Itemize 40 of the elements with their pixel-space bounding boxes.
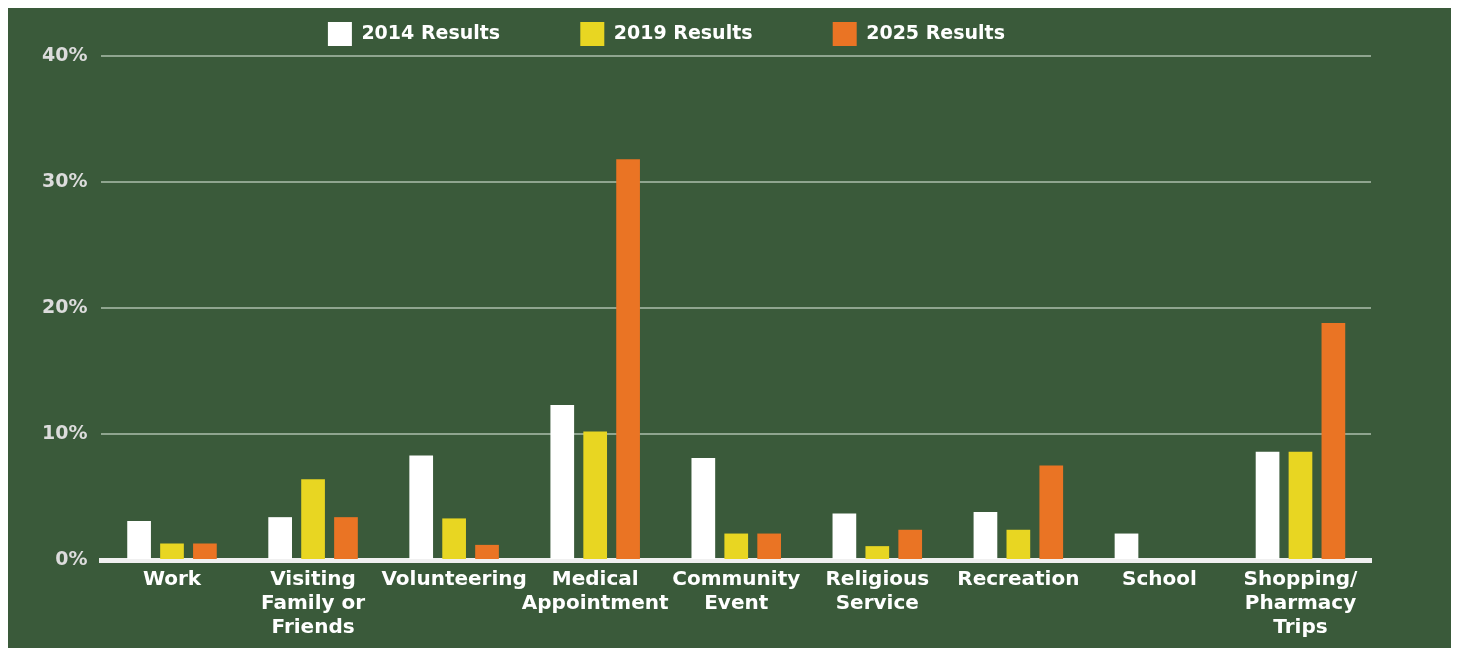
y-tick-label: 0%: [55, 546, 88, 569]
y-tick-label: 20%: [41, 294, 88, 317]
bar: [1039, 465, 1064, 559]
bar: [1255, 451, 1280, 559]
bar: [898, 529, 923, 559]
bar: [301, 479, 325, 559]
bar: [691, 457, 716, 559]
legend-label: 2019 Results: [613, 20, 819, 43]
bar: [475, 544, 499, 559]
x-tick-label: Recreation: [957, 566, 1080, 591]
bar: [832, 513, 857, 559]
bar: [193, 543, 217, 559]
x-tick-label: Visiting Family or Friends: [260, 566, 366, 639]
x-tick-label: Shopping/ Pharmacy Trips: [1243, 566, 1359, 639]
bar: [616, 159, 640, 559]
x-tick-label: School: [1121, 566, 1197, 591]
bar: [1321, 323, 1346, 559]
bar: [442, 518, 466, 559]
bar: [1114, 533, 1139, 559]
bar: [973, 512, 998, 559]
y-tick-label: 40%: [41, 42, 88, 65]
bar: [550, 405, 575, 559]
y-tick-label: 10%: [41, 420, 88, 443]
bar: [268, 517, 292, 559]
bar: [334, 517, 358, 559]
bar: [409, 455, 434, 559]
bar: [160, 543, 184, 559]
x-tick-label: Work: [142, 566, 202, 591]
x-tick-label: Community Event: [672, 566, 801, 615]
bar: [1006, 529, 1031, 559]
y-tick-label: 30%: [41, 168, 88, 191]
bar: [865, 546, 890, 559]
legend-label: 2014 Results: [361, 20, 567, 43]
bar: [757, 533, 781, 559]
bar: [583, 431, 608, 559]
x-tick-label: Religious Service: [825, 566, 930, 615]
bar: [1288, 451, 1313, 559]
bar: [724, 533, 749, 559]
legend-label: 2025 Results: [866, 20, 1072, 43]
bar: [127, 520, 151, 559]
